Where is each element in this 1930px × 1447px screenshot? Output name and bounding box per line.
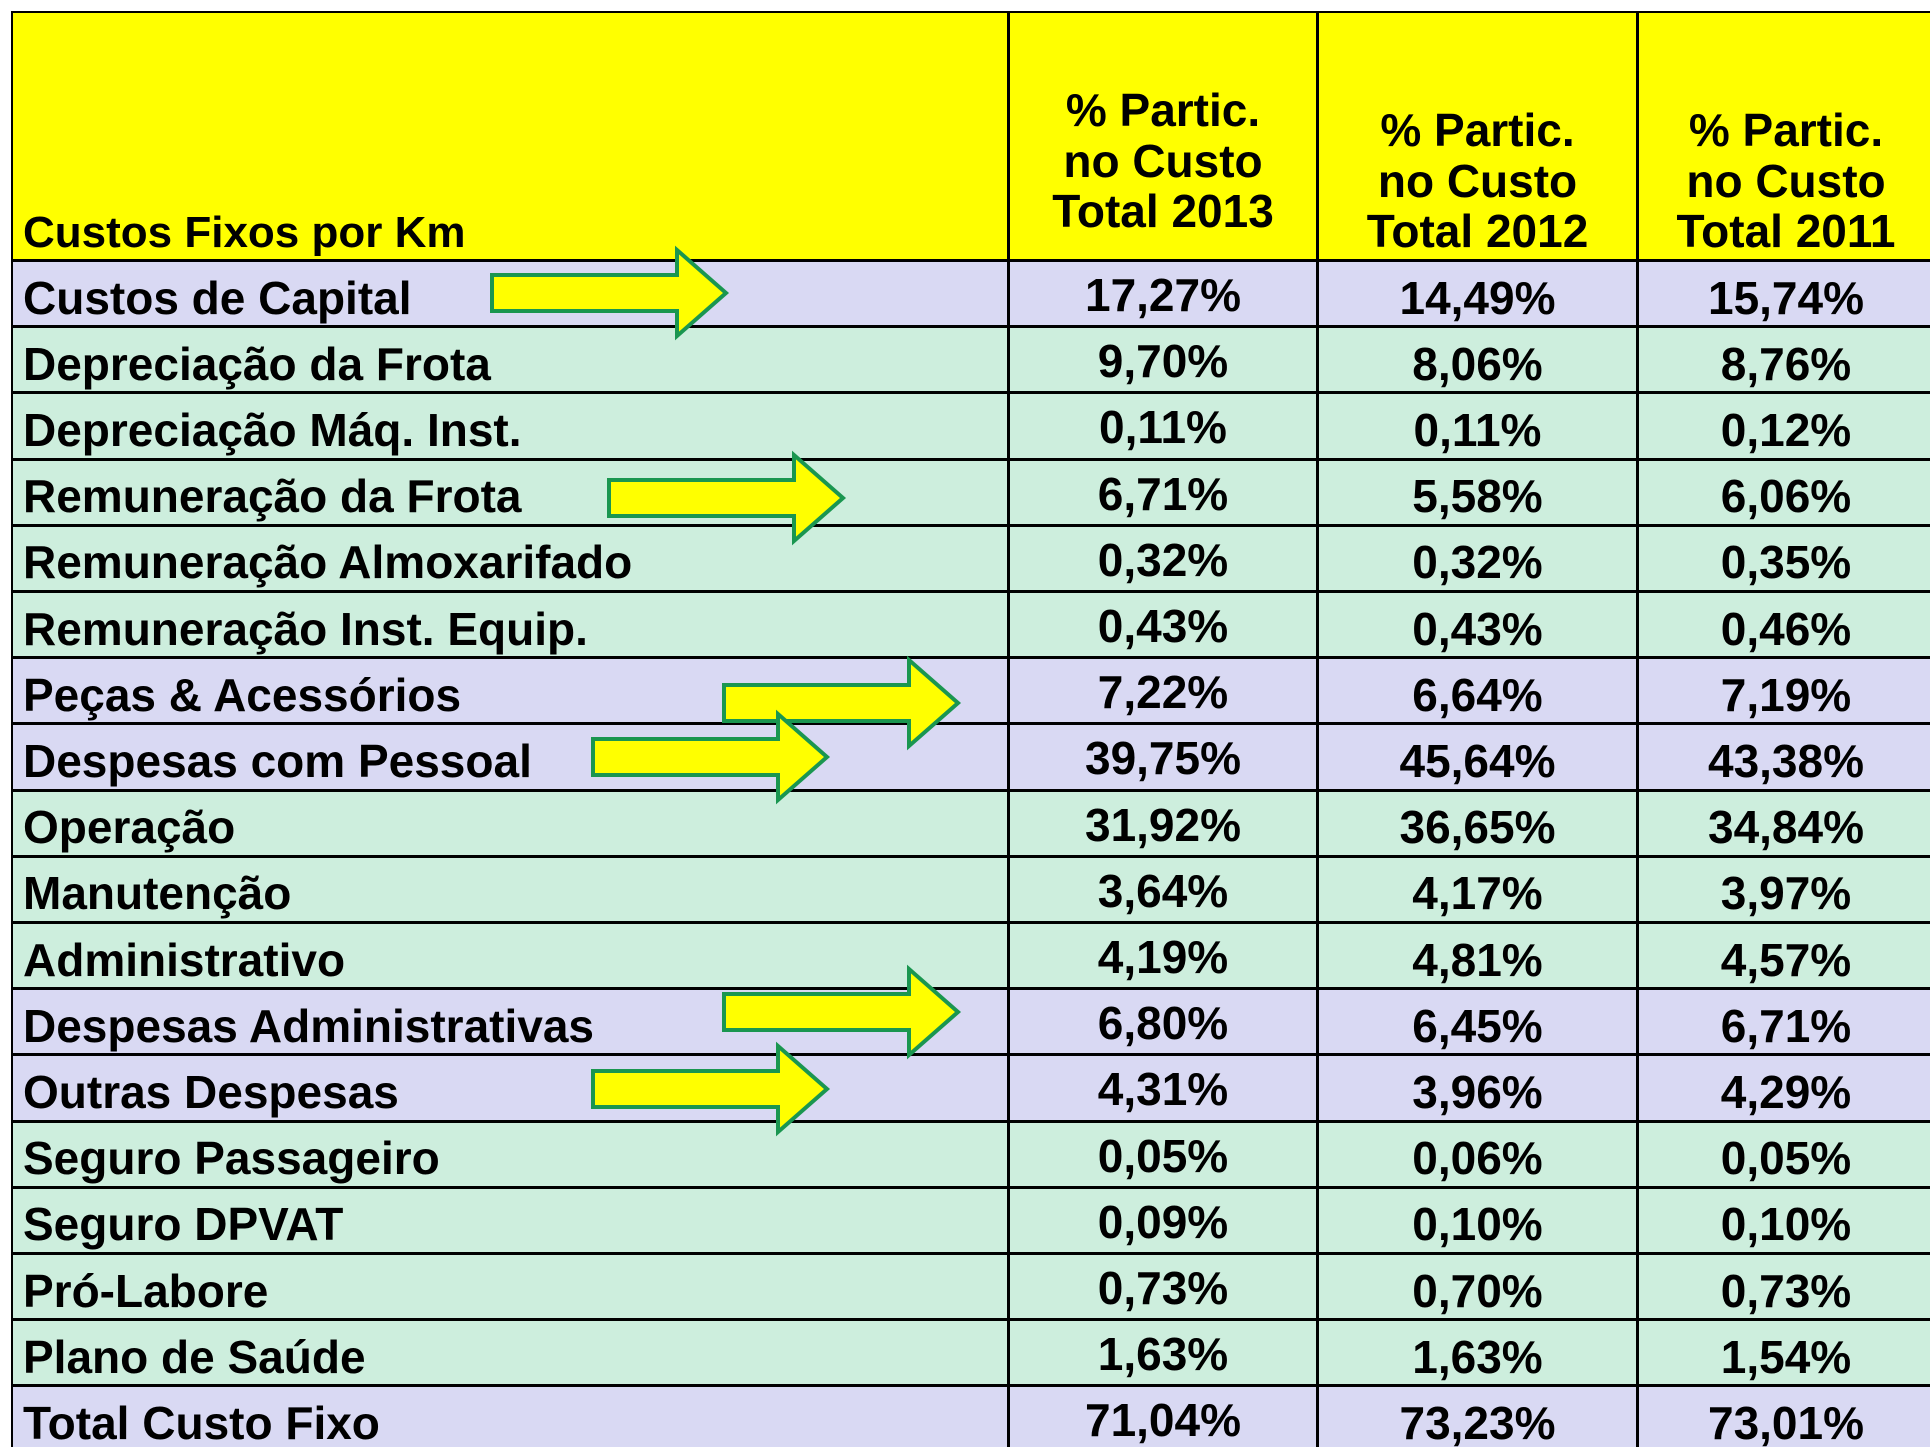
- table-cell: 6,64%: [1317, 657, 1638, 725]
- table-cell: 9,70%: [1008, 326, 1318, 394]
- table-cell: 14,49%: [1317, 260, 1638, 328]
- table-cell: Total Custo Fixo: [11, 1385, 1009, 1447]
- table-cell: 8,76%: [1637, 326, 1930, 394]
- table-cell: 31,92%: [1008, 789, 1318, 857]
- table-cell: 1,63%: [1008, 1319, 1318, 1387]
- arrow: [591, 709, 831, 805]
- table-cell: Outras Despesas: [11, 1054, 1009, 1122]
- table-cell: 73,01%: [1637, 1385, 1930, 1447]
- table-cell: Remuneração da Frota: [11, 458, 1009, 526]
- table-cell: 36,65%: [1317, 789, 1638, 857]
- table-cell: 0,10%: [1317, 1186, 1638, 1254]
- table-cell: 0,12%: [1637, 392, 1930, 460]
- table-cell: 3,64%: [1008, 855, 1318, 923]
- table-cell: 0,32%: [1008, 524, 1318, 592]
- table-cell: 0,05%: [1008, 1120, 1318, 1188]
- table-cell: 4,31%: [1008, 1054, 1318, 1122]
- table-cell: 0,10%: [1637, 1186, 1930, 1254]
- table-cell: 0,43%: [1008, 591, 1318, 659]
- table-cell: 34,84%: [1637, 789, 1930, 857]
- table-cell: Despesas com Pessoal: [11, 723, 1009, 791]
- table-cell: 5,58%: [1317, 458, 1638, 526]
- table-cell: Despesas Administrativas: [11, 988, 1009, 1056]
- table-cell: Custos Fixos por Km: [11, 11, 1009, 261]
- table-cell: 0,05%: [1637, 1120, 1930, 1188]
- table-cell: Operação: [11, 789, 1009, 857]
- table-cell: % Partic. no Custo Total 2013: [1008, 11, 1318, 261]
- table-cell: 0,70%: [1317, 1253, 1638, 1321]
- table-cell: 0,11%: [1317, 392, 1638, 460]
- table-cell: 4,19%: [1008, 922, 1318, 990]
- arrow-group: [490, 245, 962, 1137]
- table-cell: 71,04%: [1008, 1385, 1318, 1447]
- table-cell: 6,06%: [1637, 458, 1930, 526]
- table-cell: 73,23%: [1317, 1385, 1638, 1447]
- table-cell: 4,29%: [1637, 1054, 1930, 1122]
- table-cell: Remuneração Almoxarifado: [11, 524, 1009, 592]
- table-cell: Depreciação da Frota: [11, 326, 1009, 394]
- arrow: [722, 964, 962, 1060]
- table-cell: 39,75%: [1008, 723, 1318, 791]
- arrow: [591, 1041, 831, 1137]
- table-cell: 0,11%: [1008, 392, 1318, 460]
- table-cell: 15,74%: [1637, 260, 1930, 328]
- table-cell: Remuneração Inst. Equip.: [11, 591, 1009, 659]
- table-cell: 3,97%: [1637, 855, 1930, 923]
- table-cell: 17,27%: [1008, 260, 1318, 328]
- arrow: [490, 245, 730, 341]
- table-cell: Pró-Labore: [11, 1253, 1009, 1321]
- table-cell: Plano de Saúde: [11, 1319, 1009, 1387]
- arrow: [607, 450, 847, 546]
- table-cell: 4,17%: [1317, 855, 1638, 923]
- table-cell: 0,09%: [1008, 1186, 1318, 1254]
- table-cell: % Partic. no Custo Total 2012: [1317, 11, 1638, 261]
- table-cell: Administrativo: [11, 922, 1009, 990]
- table-cell: 1,63%: [1317, 1319, 1638, 1387]
- table-cell: 4,81%: [1317, 922, 1638, 990]
- table-cell: 7,22%: [1008, 657, 1318, 725]
- arrow: [722, 655, 962, 751]
- table-cell: 43,38%: [1637, 723, 1930, 791]
- table-cell: 7,19%: [1637, 657, 1930, 725]
- table-cell: 45,64%: [1317, 723, 1638, 791]
- table-cell: Seguro DPVAT: [11, 1186, 1009, 1254]
- table-cell: % Partic. no Custo Total 2011: [1637, 11, 1930, 261]
- table-cell: Depreciação Máq. Inst.: [11, 392, 1009, 460]
- table-cell: 0,35%: [1637, 524, 1930, 592]
- table-cell: 1,54%: [1637, 1319, 1930, 1387]
- table-cell: 0,06%: [1317, 1120, 1638, 1188]
- table-cell: 0,32%: [1317, 524, 1638, 592]
- table-cell: 6,45%: [1317, 988, 1638, 1056]
- table-cell: 4,57%: [1637, 922, 1930, 990]
- table-cell: Manutenção: [11, 855, 1009, 923]
- table-cell: 6,71%: [1637, 988, 1930, 1056]
- table-cell: 0,73%: [1637, 1253, 1930, 1321]
- table-cell: 0,43%: [1317, 591, 1638, 659]
- table-cell: Seguro Passageiro: [11, 1120, 1009, 1188]
- table-cell: 0,46%: [1637, 591, 1930, 659]
- table-cell: 0,73%: [1008, 1253, 1318, 1321]
